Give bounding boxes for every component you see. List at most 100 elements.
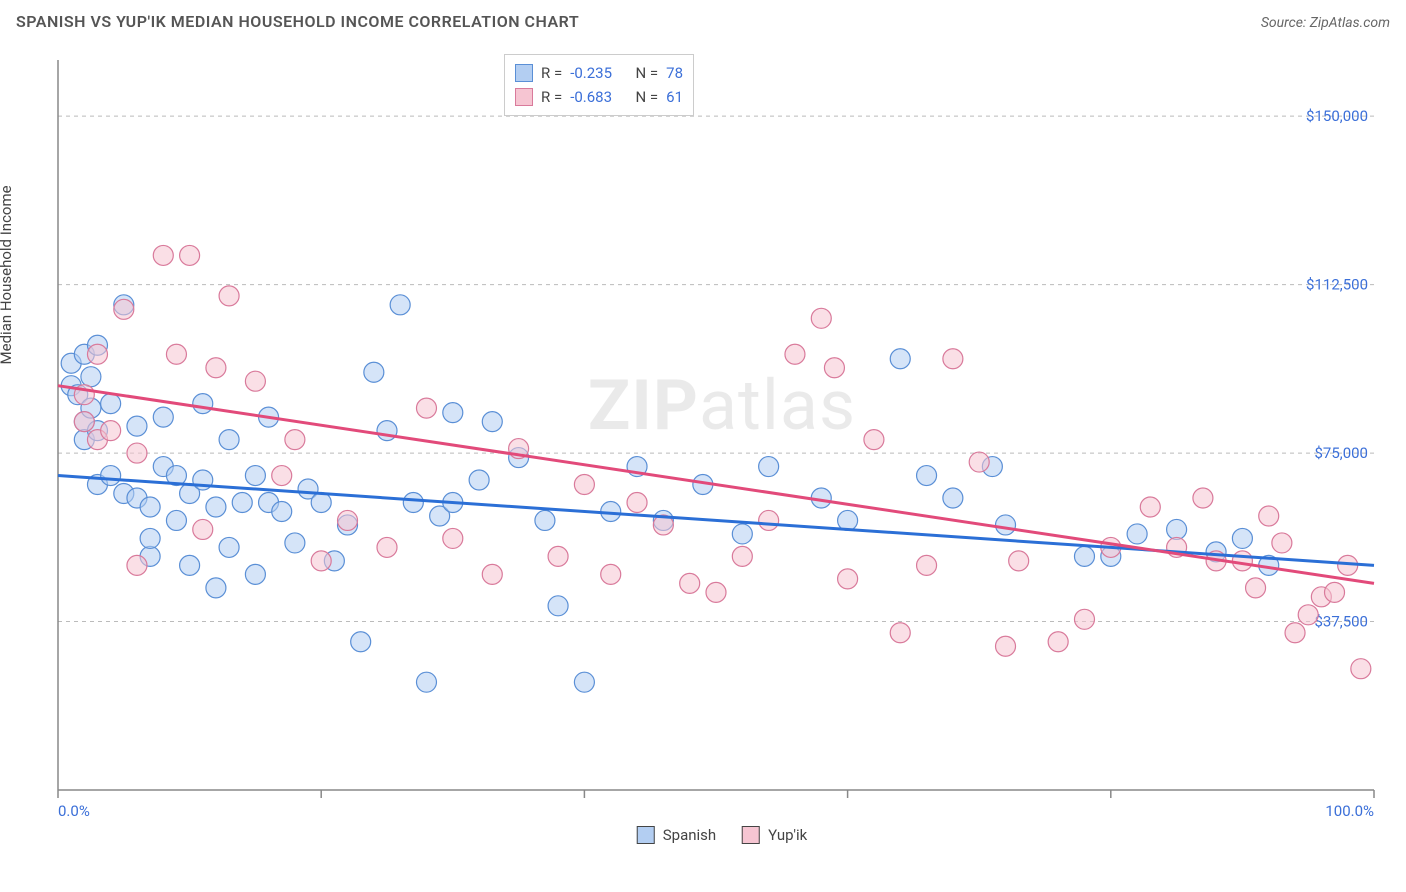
bottom-legend: Spanish Yup'ik xyxy=(637,826,808,844)
scatter-point xyxy=(1074,546,1094,566)
scatter-point xyxy=(206,497,226,517)
scatter-point xyxy=(1074,609,1094,629)
scatter-point xyxy=(759,457,779,477)
legend-item: Yup'ik xyxy=(742,826,807,844)
scatter-point xyxy=(311,492,331,512)
scatter-point xyxy=(732,524,752,544)
swatch-icon xyxy=(515,64,533,82)
scatter-point xyxy=(680,573,700,593)
x-tick-label: 0.0% xyxy=(58,802,90,820)
scatter-point xyxy=(1351,659,1371,679)
scatter-point xyxy=(627,492,647,512)
scatter-point xyxy=(548,546,568,566)
y-tick-label: $75,000 xyxy=(1314,444,1368,462)
scatter-point xyxy=(1140,497,1160,517)
scatter-point xyxy=(838,510,858,530)
scatter-point xyxy=(193,519,213,539)
scatter-point xyxy=(732,546,752,566)
scatter-point xyxy=(114,299,134,319)
scatter-point xyxy=(81,367,101,387)
stat-r-label: R = xyxy=(541,85,562,109)
scatter-point xyxy=(1272,533,1292,553)
scatter-point xyxy=(285,533,305,553)
scatter-point xyxy=(245,371,265,391)
scatter-point xyxy=(1298,605,1318,625)
scatter-point xyxy=(601,564,621,584)
stats-row: R = -0.683 N = 61 xyxy=(515,85,683,109)
scatter-point xyxy=(338,510,358,530)
stat-n-label: N = xyxy=(635,85,658,109)
scatter-point xyxy=(101,394,121,414)
y-tick-label: $37,500 xyxy=(1314,613,1368,631)
scatter-point xyxy=(272,466,292,486)
legend-item: Spanish xyxy=(637,826,716,844)
scatter-point xyxy=(403,492,423,512)
scatter-point xyxy=(311,551,331,571)
scatter-point xyxy=(469,470,489,490)
scatter-point xyxy=(245,466,265,486)
scatter-point xyxy=(996,515,1016,535)
legend-label: Spanish xyxy=(663,826,716,844)
scatter-point xyxy=(706,582,726,602)
scatter-point xyxy=(443,528,463,548)
scatter-point xyxy=(140,497,160,517)
scatter-point xyxy=(969,452,989,472)
scatter-point xyxy=(1259,506,1279,526)
scatter-point xyxy=(180,555,200,575)
swatch-icon xyxy=(637,826,655,844)
scatter-point xyxy=(377,537,397,557)
stats-row: R = -0.235 N = 78 xyxy=(515,61,683,85)
swatch-icon xyxy=(515,88,533,106)
scatter-point xyxy=(219,286,239,306)
scatter-point xyxy=(1285,623,1305,643)
scatter-point xyxy=(416,398,436,418)
scatter-point xyxy=(232,492,252,512)
scatter-point xyxy=(890,623,910,643)
scatter-point xyxy=(759,510,779,530)
scatter-point xyxy=(166,510,186,530)
stat-n-value: 61 xyxy=(666,85,683,109)
scatter-point xyxy=(219,537,239,557)
scatter-point xyxy=(838,569,858,589)
scatter-point xyxy=(193,394,213,414)
stat-r-value: -0.235 xyxy=(570,61,612,85)
source-attribution: Source: ZipAtlas.com xyxy=(1261,15,1390,31)
scatter-point xyxy=(574,475,594,495)
scatter-point xyxy=(140,528,160,548)
scatter-point xyxy=(917,555,937,575)
scatter-point xyxy=(890,349,910,369)
scatter-point xyxy=(785,344,805,364)
scatter-point xyxy=(206,358,226,378)
stat-r-label: R = xyxy=(541,61,562,85)
scatter-point xyxy=(416,672,436,692)
scatter-point xyxy=(101,421,121,441)
scatter-point xyxy=(364,362,384,382)
stat-r-value: -0.683 xyxy=(570,85,612,109)
scatter-point xyxy=(574,672,594,692)
scatter-point xyxy=(166,344,186,364)
scatter-point xyxy=(548,596,568,616)
source-prefix: Source: xyxy=(1261,15,1310,31)
scatter-point xyxy=(245,564,265,584)
scatter-point xyxy=(127,416,147,436)
scatter-point xyxy=(943,349,963,369)
y-tick-label: $112,500 xyxy=(1306,276,1368,294)
scatter-point xyxy=(1246,578,1266,598)
scatter-point xyxy=(153,245,173,265)
swatch-icon xyxy=(742,826,760,844)
scatter-point xyxy=(127,555,147,575)
scatter-point xyxy=(285,430,305,450)
y-axis-label: Median Household Income xyxy=(0,185,15,364)
chart-container: Median Household Income ZIPatlas $37,500… xyxy=(16,50,1390,840)
scatter-point xyxy=(482,564,502,584)
scatter-point xyxy=(824,358,844,378)
scatter-point xyxy=(1127,524,1147,544)
scatter-point xyxy=(206,578,226,598)
scatter-point xyxy=(535,510,555,530)
scatter-point xyxy=(74,412,94,432)
y-tick-label: $150,000 xyxy=(1306,107,1368,125)
scatter-point xyxy=(1048,632,1068,652)
scatter-point xyxy=(1193,488,1213,508)
scatter-point xyxy=(153,407,173,427)
scatter-point xyxy=(482,412,502,432)
